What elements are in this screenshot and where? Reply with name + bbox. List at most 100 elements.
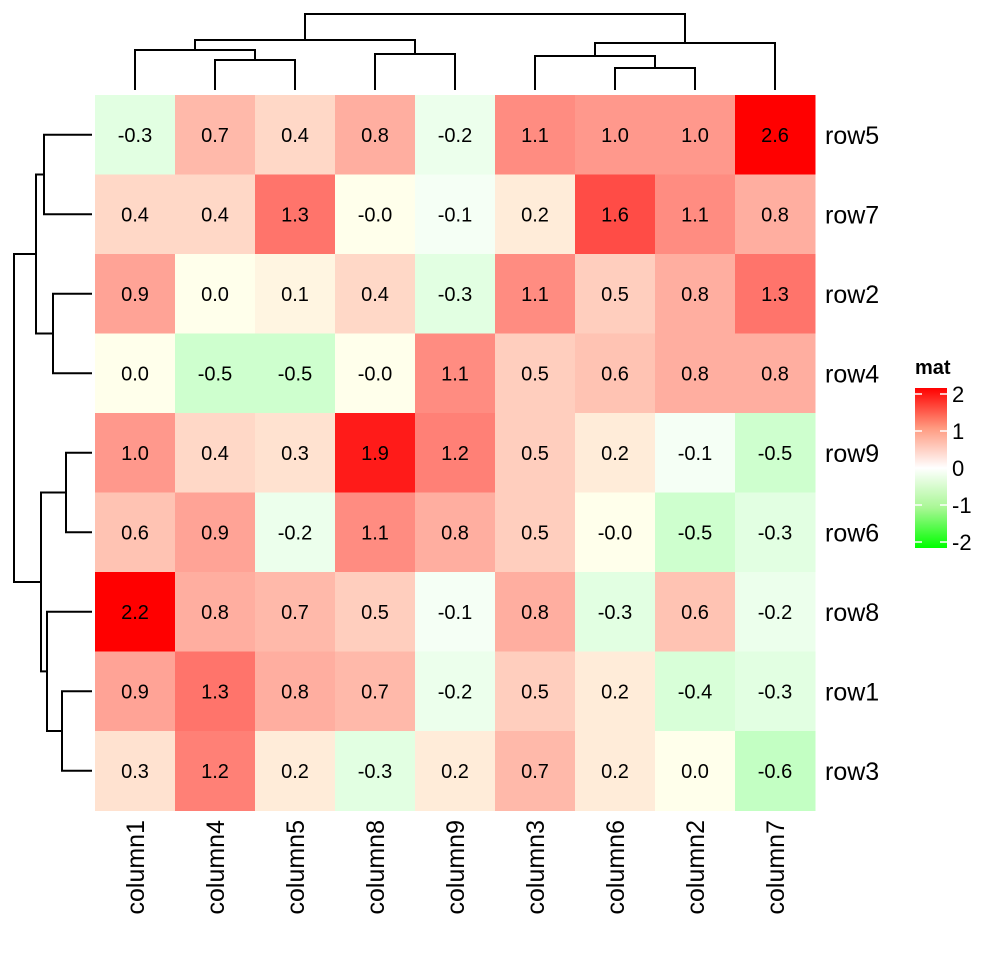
cell-value-label: 0.5	[601, 284, 629, 306]
dendrogram-branch	[534, 55, 656, 90]
column-labels: column1 column4 column5 column8 column9 colum…	[122, 820, 790, 915]
heatmap-cell	[335, 651, 416, 732]
cell-value-label: 0.6	[601, 363, 629, 385]
heatmap-cell	[575, 333, 656, 414]
heatmap-cell	[335, 333, 416, 414]
cell-value-label: 1.1	[441, 363, 469, 385]
cell-value-label: -0.3	[758, 681, 792, 703]
cell-value-label: 0.2	[601, 443, 629, 465]
heatmap-cell	[415, 731, 496, 811]
heatmap-cell	[655, 731, 736, 811]
cell-value-label: 0.2	[281, 761, 309, 783]
heatmap-cell	[175, 572, 256, 652]
heatmap-cell	[95, 651, 176, 732]
cell-value-label: -0.5	[758, 443, 792, 465]
heatmap-cell	[335, 254, 416, 334]
cell-value-label: 0.8	[441, 522, 469, 544]
column-label: column8	[362, 820, 390, 915]
cell-value-label: 0.4	[201, 204, 229, 226]
cell-value-label: 0.4	[361, 284, 389, 306]
column-label: column2	[682, 820, 710, 915]
heatmap-cell	[335, 572, 416, 652]
heatmap-cell	[95, 413, 176, 493]
cell-value-label: 0.8	[761, 363, 789, 385]
heatmap-cell	[735, 174, 816, 255]
heatmap-cell	[175, 95, 256, 175]
legend-tick-label: 1	[952, 419, 964, 444]
cell-value-label: 0.2	[601, 681, 629, 703]
column-dendrogram	[134, 13, 776, 90]
dendrogram-branch	[46, 610, 92, 732]
cell-value-label: 0.4	[201, 443, 229, 465]
dendrogram-branch	[214, 59, 296, 90]
heatmap-cell	[175, 254, 256, 334]
cell-value-label: -0.0	[358, 363, 392, 385]
heatmap-cell	[655, 254, 736, 334]
cell-value-label: 0.9	[201, 522, 229, 544]
cell-value-label: -0.1	[438, 204, 472, 226]
heatmap-cell	[175, 174, 256, 255]
cell-value-label: -0.3	[358, 761, 392, 783]
heatmap-cell	[575, 254, 656, 334]
heatmap-cell	[175, 413, 256, 493]
heatmap-cell	[575, 492, 656, 573]
heatmap-cell	[415, 333, 496, 414]
heatmap-cell	[255, 254, 336, 334]
dendrogram-branch	[43, 133, 92, 216]
cell-value-label: -0.5	[198, 363, 232, 385]
cell-value-label: -0.6	[758, 761, 792, 783]
cell-value-label: 0.5	[521, 681, 549, 703]
column-label: column6	[602, 820, 630, 915]
heatmap-cell	[495, 95, 576, 175]
dendrogram-branch	[40, 491, 66, 673]
cell-value-label: -0.4	[678, 681, 712, 703]
heatmap-cell	[575, 413, 656, 493]
cell-value-label: 0.8	[201, 602, 229, 624]
heatmap-cell	[575, 731, 656, 811]
cell-value-label: 1.9	[361, 443, 389, 465]
row-label: row3	[825, 758, 879, 786]
cell-value-label: 1.0	[601, 125, 629, 147]
heatmap-cell	[415, 254, 496, 334]
cell-value-label: -0.1	[678, 443, 712, 465]
heatmap-cell	[495, 731, 576, 811]
row-label: row2	[825, 281, 879, 309]
row-label: row6	[825, 519, 879, 547]
column-label: column5	[282, 820, 310, 915]
cell-value-label: 0.5	[361, 602, 389, 624]
cell-value-label: 0.5	[521, 443, 549, 465]
cell-value-label: -0.1	[438, 602, 472, 624]
row-labels: row5 row7 row2 row4 row9 row6 row8 row1 row3	[825, 122, 879, 786]
column-label: column3	[522, 820, 550, 915]
column-label: column9	[442, 820, 470, 915]
heatmap-cell	[415, 651, 496, 732]
heatmap-cell	[655, 492, 736, 573]
heatmap-cell	[95, 572, 176, 652]
heatmap-cell	[335, 95, 416, 175]
heatmap-cell	[655, 174, 736, 255]
cell-value-label: 1.3	[761, 284, 789, 306]
heatmap-cell	[335, 413, 416, 493]
dendrogram-branch	[13, 253, 41, 583]
heatmap-cell	[415, 572, 496, 652]
cell-value-label: 0.7	[281, 602, 309, 624]
heatmap-cell	[415, 174, 496, 255]
cell-value-label: -0.2	[438, 125, 472, 147]
cell-value-label: -0.3	[118, 125, 152, 147]
cell-value-label: -0.2	[278, 522, 312, 544]
cell-value-label: 1.2	[201, 761, 229, 783]
heatmap-cell	[655, 651, 736, 732]
heatmap-cell	[255, 174, 336, 255]
heatmap-cell	[495, 333, 576, 414]
heatmap-cell	[735, 254, 816, 334]
cell-value-label: 1.3	[281, 204, 309, 226]
cell-value-label: 1.0	[121, 443, 149, 465]
row-label: row7	[825, 201, 879, 229]
cell-value-label: 0.2	[521, 204, 549, 226]
row-label: row1	[825, 678, 879, 706]
heatmap-cell	[95, 174, 176, 255]
heatmap-cell	[175, 731, 256, 811]
heatmap-cell	[95, 254, 176, 334]
cell-value-label: 0.7	[201, 125, 229, 147]
